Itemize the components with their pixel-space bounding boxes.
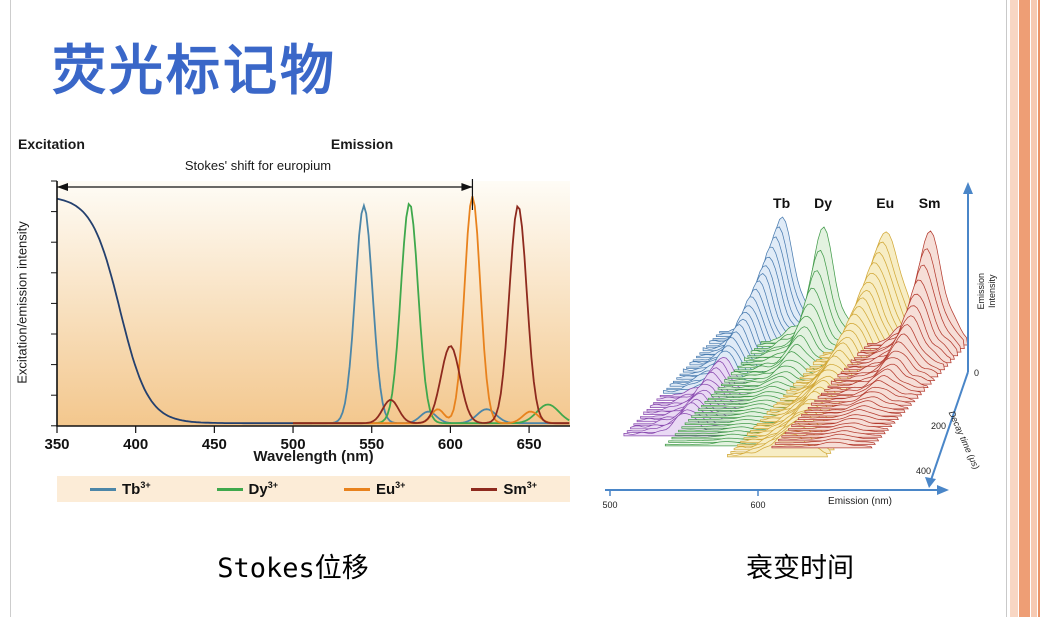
legend-item-Tb: Tb3+ bbox=[89, 480, 151, 498]
emission-axis-label: Emission (nm) bbox=[828, 496, 892, 507]
left-edge-line bbox=[10, 0, 11, 617]
element-label-Sm: Sm bbox=[919, 195, 941, 211]
edge-stripe-1 bbox=[1010, 0, 1018, 617]
legend-swatch-Eu bbox=[343, 487, 370, 491]
intensity-axis-label: Emission Intensity bbox=[976, 251, 999, 331]
edge-stripe-3 bbox=[1031, 0, 1037, 617]
legend-label-Tb: Tb3+ bbox=[121, 480, 151, 498]
decay-axis bbox=[930, 371, 969, 481]
decay-ridge bbox=[791, 418, 893, 427]
element-label-Eu: Eu bbox=[876, 195, 894, 211]
slide-title: 荧光标记物 bbox=[52, 41, 337, 101]
x-tick-label-550: 550 bbox=[359, 436, 384, 453]
decay-ridge bbox=[778, 433, 880, 442]
decay-time-figure: Tb Dy Eu Sm 500 600 0 200 400 Emission Intensity … bbox=[595, 160, 1007, 530]
legend-swatch-Tb bbox=[89, 487, 116, 491]
decay-ridge bbox=[804, 400, 906, 413]
curve-Sm3+ bbox=[293, 204, 570, 425]
left-caption: Stokes位移 bbox=[217, 553, 369, 584]
intensity-axis-label-line2: Intensity bbox=[987, 274, 997, 309]
x-axis-label: Wavelength (nm) bbox=[253, 448, 374, 465]
spectra-curves bbox=[56, 195, 570, 425]
decay-ridge bbox=[801, 405, 903, 417]
x-tick-label-650: 650 bbox=[517, 436, 542, 453]
x-tick-label-600: 600 bbox=[438, 436, 463, 453]
edge-stripe-2 bbox=[1019, 0, 1030, 617]
emission-tick-label-600: 600 bbox=[750, 500, 765, 510]
decay-axis-arrow bbox=[925, 477, 936, 488]
x-tick-label-450: 450 bbox=[202, 436, 227, 453]
legend-item-Sm: Sm3+ bbox=[471, 480, 537, 498]
decay-ridge bbox=[697, 403, 799, 411]
decay-ridge bbox=[784, 425, 886, 435]
emission-label: Emission bbox=[330, 136, 394, 152]
decay-ridge bbox=[788, 422, 890, 431]
intensity-axis-label-line1: Emission bbox=[975, 273, 986, 310]
stokes-arrow-right-head bbox=[461, 183, 473, 191]
legend-label-Dy: Dy3+ bbox=[248, 480, 278, 498]
edge-stripe-4 bbox=[1038, 0, 1040, 617]
plot-area bbox=[57, 181, 570, 426]
element-label-Dy: Dy bbox=[814, 195, 832, 211]
legend-label-Eu: Eu3+ bbox=[375, 480, 406, 498]
element-label-Tb: Tb bbox=[773, 195, 790, 211]
legend-swatch-Sm bbox=[471, 487, 498, 491]
emission-axis-arrow bbox=[937, 485, 949, 495]
legend-item-Dy: Dy3+ bbox=[216, 480, 278, 498]
y-axis-label: Excitation/emission intensity bbox=[14, 221, 30, 384]
spectrum-legend: Tb3+ Dy3+ Eu3+ Sm3+ bbox=[57, 476, 570, 502]
stokes-arrow-left-head bbox=[57, 183, 68, 191]
decay-ridge bbox=[794, 414, 896, 424]
decay-ridge bbox=[781, 430, 883, 438]
decay-waterfall-plot: Tb Dy Eu Sm 500 600 0 200 400 bbox=[602, 182, 979, 510]
decay-ridge bbox=[797, 409, 899, 420]
decay-tick-label-0: 0 bbox=[974, 368, 979, 378]
edge-stripe-0 bbox=[1006, 0, 1007, 617]
right-caption: 衰变时间 bbox=[746, 553, 854, 584]
waterfall-band-Sm bbox=[771, 230, 969, 449]
stokes-annotation-label: Stokes' shift for europium bbox=[184, 158, 332, 173]
stokes-shift-figure: 350 400 450 500 550 600 650 Excitation Emissio… bbox=[10, 130, 576, 530]
emission-tick-label-500: 500 bbox=[602, 500, 617, 510]
excitation-label: Excitation bbox=[18, 136, 85, 152]
decay-ridge bbox=[771, 441, 873, 449]
legend-swatch-Dy bbox=[216, 487, 243, 491]
decay-ridge bbox=[774, 438, 876, 445]
x-tick-label-400: 400 bbox=[123, 436, 148, 453]
legend-label-Sm: Sm3+ bbox=[503, 480, 537, 498]
x-tick-label-350: 350 bbox=[44, 436, 69, 453]
excitation-emission-spectrum-chart: 350 400 450 500 550 600 650 bbox=[44, 179, 570, 453]
x-tick-label-500: 500 bbox=[281, 436, 306, 453]
legend-item-Eu: Eu3+ bbox=[343, 480, 406, 498]
curve-Excitation bbox=[56, 197, 312, 425]
decay-tick-label-400: 400 bbox=[916, 466, 931, 476]
decay-ridge bbox=[811, 391, 913, 406]
decay-tick-label-200: 200 bbox=[931, 421, 946, 431]
intensity-axis-arrow bbox=[963, 182, 973, 194]
